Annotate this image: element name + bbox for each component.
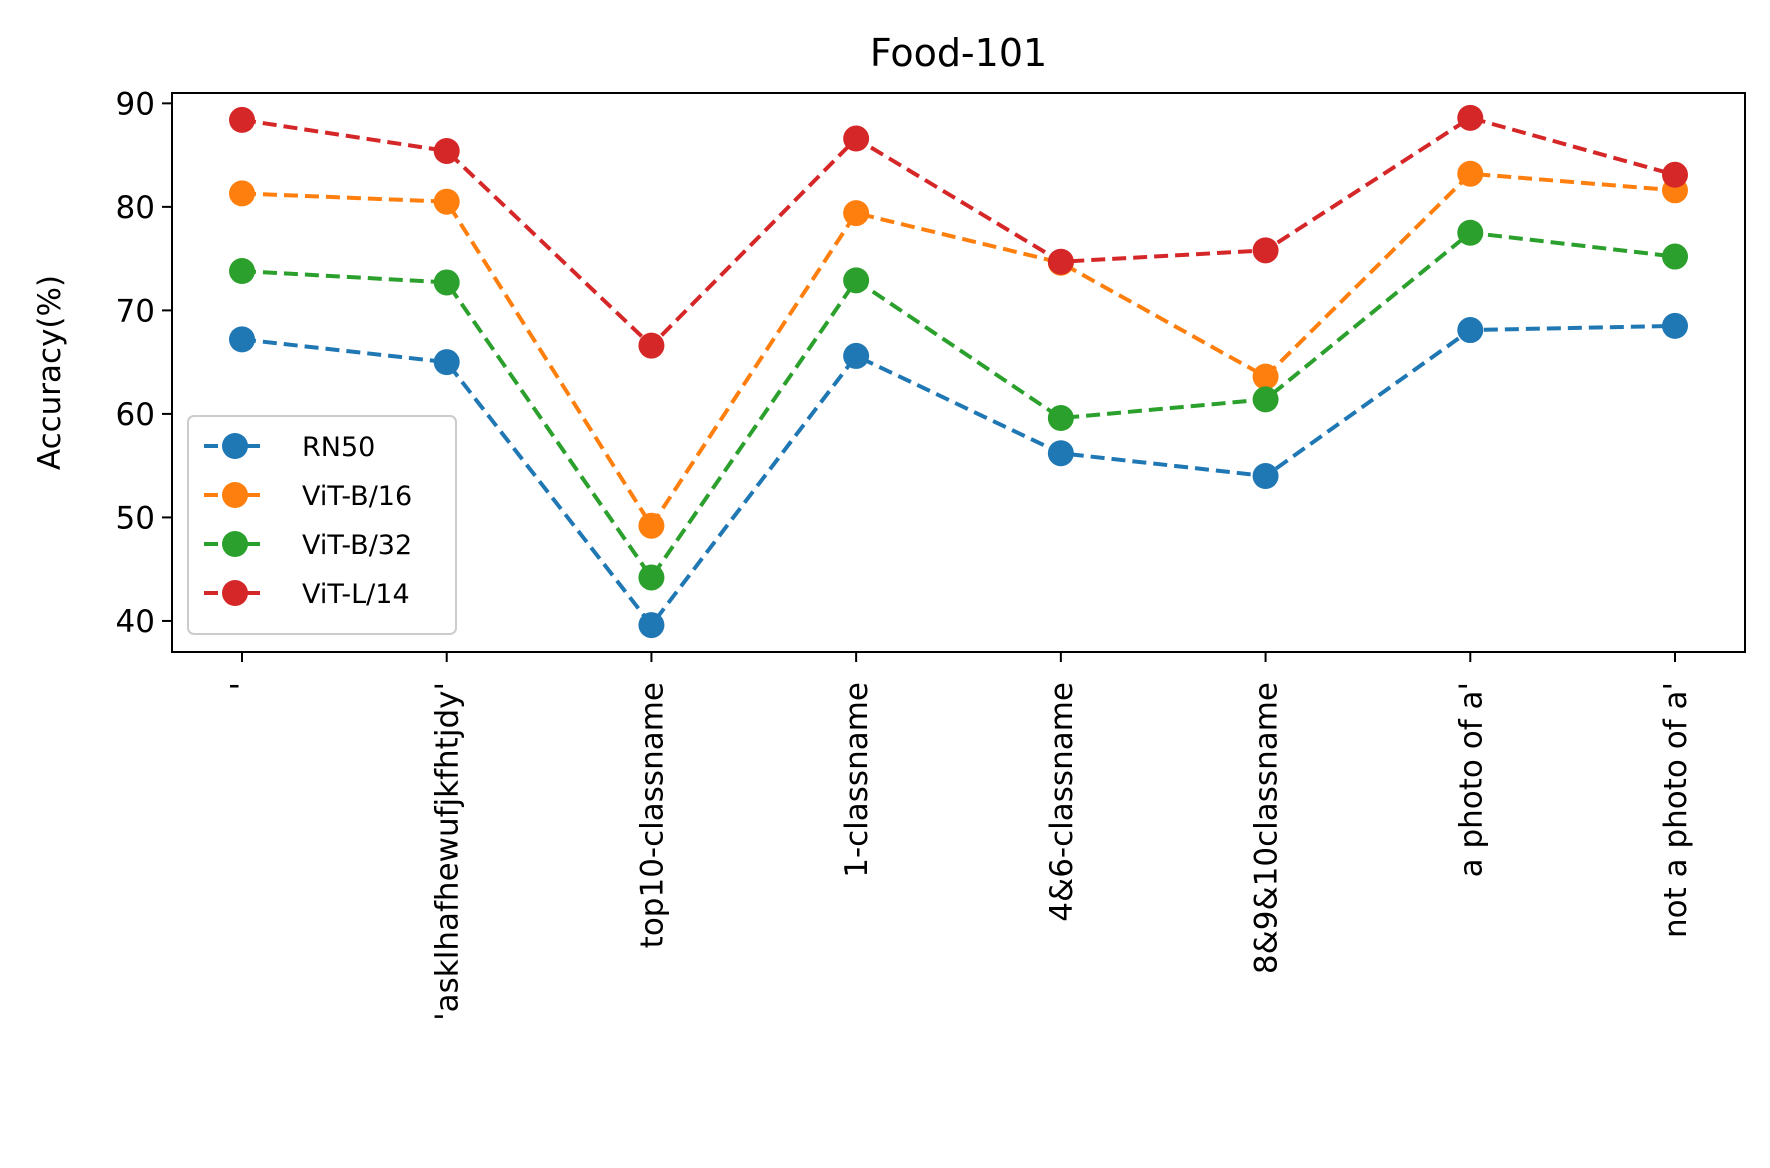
data-point [843, 200, 870, 227]
y-tick-label: 50 [116, 500, 155, 536]
series-line [241, 323, 1676, 628]
data-point [1662, 312, 1688, 339]
data-point [1047, 405, 1074, 432]
x-tick-label: 'asklhafhewufjkfhtjdy' [430, 682, 466, 1021]
x-tick-label: 8&9&10classname [1249, 682, 1285, 974]
data-point [1252, 386, 1279, 413]
data-point [229, 258, 255, 285]
y-tick-label: 60 [116, 397, 155, 433]
x-tick-label: a photo of a' [1453, 682, 1489, 877]
data-point [1252, 363, 1279, 390]
data-point [1662, 243, 1688, 270]
data-point [433, 349, 460, 376]
y-axis-label: Accuracy(%) [32, 275, 68, 470]
data-point [1047, 248, 1074, 275]
data-point [1457, 160, 1484, 187]
series-line [241, 115, 1676, 348]
legend-marker [222, 580, 248, 606]
data-point [638, 512, 665, 539]
legend-marker [222, 433, 248, 459]
data-point [229, 106, 255, 133]
legend-box [187, 415, 457, 635]
data-point [638, 332, 665, 359]
data-point [229, 326, 255, 353]
data-point [1457, 104, 1484, 131]
legend-label: ViT-B/32 [302, 530, 412, 561]
legend-label: ViT-L/14 [302, 579, 410, 610]
legend-label: ViT-B/16 [302, 481, 412, 512]
data-point [1252, 237, 1279, 264]
data-point [1457, 219, 1484, 246]
x-tick-label: not a photo of a' [1658, 682, 1694, 938]
data-point [843, 125, 870, 152]
legend: RN50 ViT-B/16 ViT-B/32 ViT-L/14 [187, 415, 457, 635]
data-point [1252, 463, 1279, 490]
data-point [1047, 440, 1074, 467]
data-point [433, 137, 460, 164]
legend-marker [222, 482, 248, 508]
y-tick-label: 90 [116, 86, 155, 122]
chart-title: Food-101 [870, 31, 1047, 75]
data-point [1457, 317, 1484, 344]
x-tick-label: 4&6-classname [1044, 682, 1080, 922]
legend-marker [222, 531, 248, 557]
data-point [433, 269, 460, 296]
x-tick-label: 1-classname [839, 682, 875, 878]
data-point [433, 188, 460, 215]
data-point [1662, 161, 1688, 188]
series-vit-b-16 [229, 160, 1688, 539]
data-point [843, 267, 870, 294]
data-point [843, 342, 870, 369]
y-tick-label: 70 [116, 293, 155, 329]
x-tick-label: top10-classname [634, 682, 670, 948]
series-rn50 [229, 312, 1688, 639]
data-point [638, 612, 665, 639]
axis-ticks: 40 50 60 70 80 90 ' 'asklhafhewufjkfhtjdy' top10… [116, 86, 1694, 1021]
y-tick-label: 40 [116, 604, 155, 640]
series-vit-l-14 [229, 104, 1688, 359]
y-tick-label: 80 [116, 190, 155, 226]
series-line [241, 230, 1676, 580]
x-tick-label: ' [225, 682, 261, 691]
plot-frame [171, 92, 1746, 653]
series-line [241, 171, 1676, 528]
data-point [638, 564, 665, 591]
data-point [229, 180, 255, 207]
series-vit-b-32 [229, 219, 1688, 591]
series-layer [229, 104, 1688, 639]
legend-label: RN50 [302, 432, 375, 463]
